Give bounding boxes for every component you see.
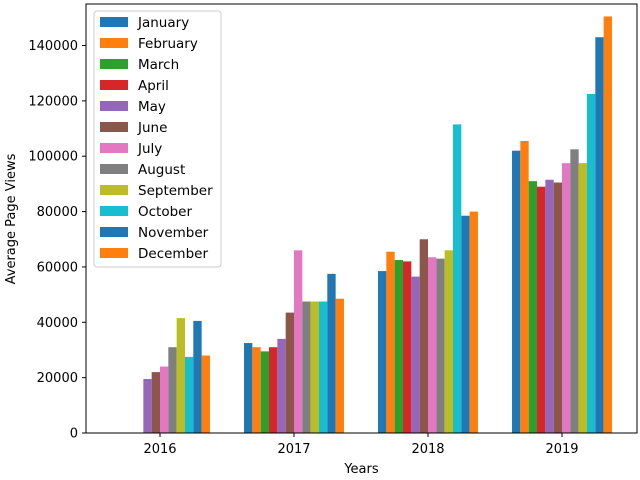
bar-february-2018: [386, 251, 395, 433]
y-tick-label: 100000: [28, 150, 78, 165]
bar-september-2016: [176, 318, 185, 433]
y-tick-label: 0: [70, 427, 78, 442]
bar-june-2016: [151, 372, 160, 433]
bar-july-2016: [160, 366, 169, 433]
legend-swatch-february: [100, 38, 128, 48]
bar-december-2018: [469, 211, 478, 433]
plot-frame: [85, 3, 638, 434]
bar-october-2017: [318, 301, 328, 433]
bar-october-2018: [452, 124, 462, 434]
bar-august-2019: [570, 149, 579, 433]
y-tick-label: 40000: [37, 316, 78, 331]
legend-label-december: December: [138, 246, 208, 262]
y-tick-label: 60000: [37, 260, 78, 275]
bar-june-2018: [419, 239, 428, 433]
bar-june-2019: [553, 182, 562, 433]
legend-swatch-august: [100, 164, 128, 174]
x-tick-label: 2018: [411, 442, 444, 457]
bar-august-2016: [168, 347, 177, 433]
legend-swatch-january: [100, 17, 128, 27]
legend-swatch-march: [100, 59, 128, 69]
y-tick-label: 120000: [28, 94, 78, 109]
bar-november-2018: [461, 215, 470, 433]
legend-label-january: January: [137, 15, 189, 31]
bar-may-2016: [143, 379, 152, 433]
bar-september-2019: [578, 163, 587, 433]
bar-july-2019: [562, 163, 571, 433]
x-tick-label: 2017: [277, 442, 310, 457]
legend-swatch-december: [100, 248, 128, 258]
y-tick-label: 80000: [37, 205, 78, 220]
bar-september-2018: [444, 250, 453, 433]
legend-swatch-june: [100, 122, 128, 132]
bar-july-2018: [428, 257, 437, 433]
legend-label-october: October: [138, 204, 192, 220]
legend-label-february: February: [138, 36, 198, 52]
axes-layer: 0 20000 40000 60000 80000 100000 120000 140000 2…: [28, 3, 638, 457]
bar-june-2017: [285, 312, 294, 433]
legend-swatch-november: [100, 227, 128, 237]
bar-april-2017: [269, 347, 278, 433]
bar-december-2019: [603, 16, 612, 433]
bar-may-2017: [277, 338, 286, 433]
bar-july-2017: [294, 250, 303, 433]
legend-swatch-october: [100, 206, 128, 216]
bar-february-2017: [252, 347, 261, 433]
legend-label-september: September: [138, 183, 213, 199]
x-tick-label: 2019: [545, 442, 578, 457]
bar-march-2018: [394, 260, 404, 433]
y-axis-title: Average Page Views: [4, 153, 19, 284]
bar-december-2016: [201, 355, 210, 433]
bar-may-2018: [411, 276, 420, 433]
legend: January February March April May June July Augu…: [93, 10, 222, 268]
legend-label-july: July: [137, 141, 162, 157]
bar-april-2019: [537, 186, 546, 433]
bar-august-2018: [436, 258, 445, 433]
x-tick-label: 2016: [143, 442, 176, 457]
legend-label-march: March: [138, 57, 179, 73]
bar-december-2017: [335, 298, 344, 433]
bar-may-2019: [545, 179, 554, 433]
bar-october-2016: [184, 356, 194, 433]
bar-october-2019: [586, 93, 596, 433]
bar-april-2018: [403, 261, 412, 433]
bar-november-2019: [595, 37, 604, 434]
y-tick-label: 20000: [37, 371, 78, 386]
bar-january-2018: [378, 271, 387, 433]
legend-label-june: June: [137, 120, 167, 136]
y-tick-label: 140000: [28, 39, 78, 54]
legend-label-november: November: [138, 225, 209, 241]
legend-swatch-april: [100, 80, 128, 90]
legend-frame: [93, 10, 222, 268]
bar-january-2019: [512, 150, 521, 433]
bars-layer: [143, 16, 612, 434]
x-axis-title: Years: [343, 462, 379, 477]
bar-november-2017: [327, 273, 336, 433]
legend-swatch-september: [100, 185, 128, 195]
bar-august-2017: [302, 301, 311, 433]
bar-february-2019: [520, 141, 529, 433]
legend-label-august: August: [138, 162, 185, 178]
bar-march-2019: [528, 181, 538, 433]
legend-label-may: May: [138, 99, 166, 115]
legend-label-april: April: [138, 78, 169, 94]
bar-january-2017: [244, 343, 253, 433]
bar-march-2017: [260, 351, 270, 433]
legend-swatch-may: [100, 101, 128, 111]
bar-september-2017: [310, 301, 319, 433]
legend-swatch-july: [100, 143, 128, 153]
bar-november-2016: [193, 320, 202, 433]
